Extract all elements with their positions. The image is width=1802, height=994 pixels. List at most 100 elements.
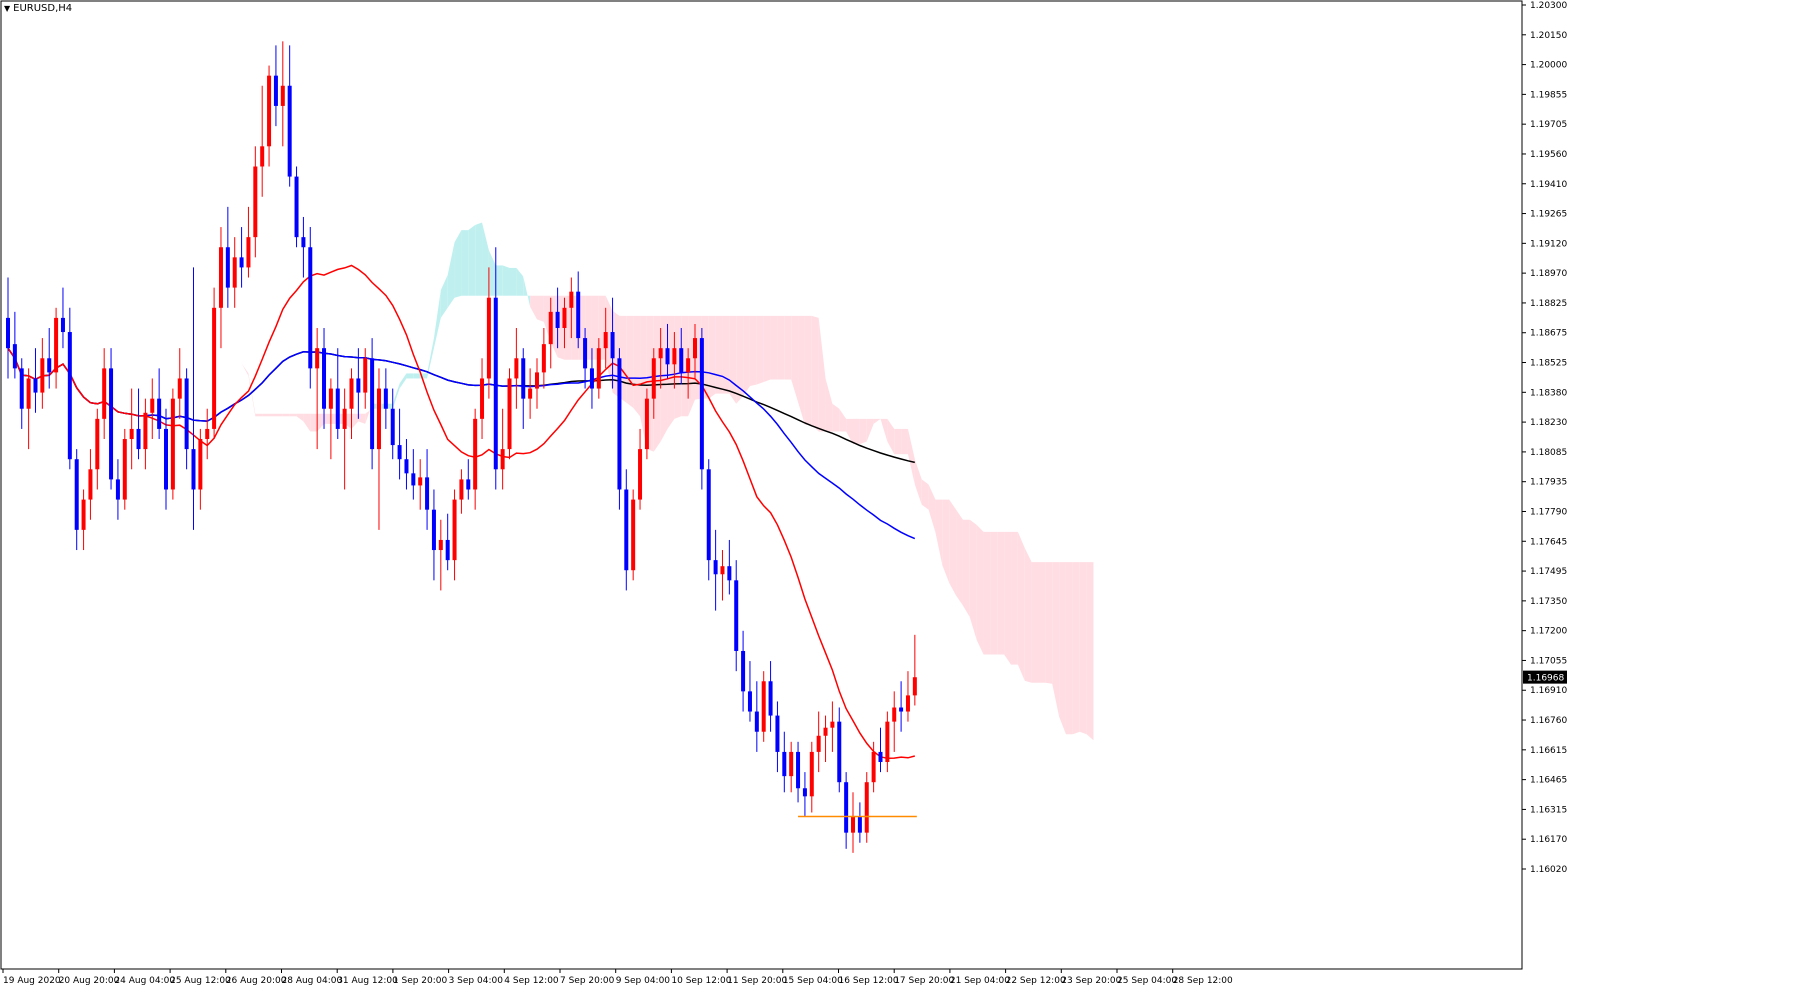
candle xyxy=(122,428,127,510)
candle xyxy=(328,378,333,460)
cloud-segment xyxy=(447,242,455,308)
cloud-segment xyxy=(667,315,675,429)
candle xyxy=(837,707,842,793)
candle xyxy=(205,408,210,460)
cloud-segment xyxy=(392,383,400,409)
candle xyxy=(452,489,457,581)
candle xyxy=(699,327,704,490)
cloud-segment xyxy=(715,315,723,394)
candle xyxy=(212,287,217,440)
candle xyxy=(521,348,526,429)
cloud-segment xyxy=(921,479,929,510)
candle xyxy=(576,271,581,349)
candle xyxy=(363,348,368,409)
candle xyxy=(342,388,347,490)
candle xyxy=(370,338,375,470)
candle xyxy=(534,358,539,409)
candle xyxy=(301,216,306,278)
candle xyxy=(912,634,917,706)
x-tick-label: 23 Sep 20:00 xyxy=(1061,976,1121,986)
cloud-segment xyxy=(324,413,331,424)
cloud-segment xyxy=(317,413,325,432)
cloud-segment xyxy=(866,418,874,442)
y-tick-label: 1.19120 xyxy=(1530,239,1567,249)
dropdown-arrow-icon[interactable]: ▼ xyxy=(4,3,11,13)
candle xyxy=(273,45,278,127)
candle xyxy=(741,630,746,712)
cloud-segment xyxy=(777,315,785,380)
cloud-segment xyxy=(468,225,476,296)
y-tick-label: 1.16465 xyxy=(1530,776,1567,786)
candle xyxy=(287,45,292,187)
candle xyxy=(816,711,821,773)
candle xyxy=(260,85,265,197)
candle xyxy=(871,741,876,793)
cloud-segment xyxy=(488,250,496,296)
cloud-segment xyxy=(241,363,249,376)
candle xyxy=(239,227,244,288)
candle xyxy=(658,327,663,389)
axes: 1.20300 1.20150 1.20000 1.19855 1.19705 1.195… xyxy=(0,0,1567,986)
candle xyxy=(693,323,697,379)
cloud-segment xyxy=(681,315,689,417)
cloud-segment xyxy=(784,315,792,380)
y-tick-label: 1.16760 xyxy=(1530,716,1567,726)
candle xyxy=(638,428,643,510)
cloud-segment xyxy=(358,413,366,424)
y-tick-label: 1.16910 xyxy=(1530,686,1567,696)
candle xyxy=(81,489,86,551)
candle xyxy=(170,388,175,500)
y-tick-label: 1.19560 xyxy=(1530,150,1567,160)
candle xyxy=(418,459,423,510)
y-tick-label: 1.17645 xyxy=(1530,537,1567,547)
ichimoku-cloud xyxy=(193,222,1094,741)
candle xyxy=(109,348,114,490)
x-tick-label: 17 Sep 20:00 xyxy=(894,976,954,986)
candle xyxy=(267,65,272,167)
cloud-segment xyxy=(1052,562,1060,717)
candle xyxy=(754,681,759,752)
candle xyxy=(253,146,258,258)
y-tick-label: 1.16020 xyxy=(1530,865,1567,875)
y-tick-label: 1.17935 xyxy=(1530,478,1567,488)
cloud-segment xyxy=(275,413,283,417)
cloud-segment xyxy=(736,315,744,404)
y-tick-label: 1.18825 xyxy=(1530,299,1567,309)
cloud-segment xyxy=(990,531,998,655)
x-tick-label: 25 Sep 04:00 xyxy=(1117,976,1177,986)
cloud-segment xyxy=(853,418,860,445)
cloud-segment xyxy=(255,413,263,417)
candle xyxy=(905,671,910,722)
candle xyxy=(789,741,794,793)
cloud-segment xyxy=(983,531,991,655)
candle xyxy=(198,428,203,510)
current-price-marker: 1.16968 xyxy=(1523,670,1567,684)
candle xyxy=(177,348,182,419)
cloud-segment xyxy=(956,509,963,606)
symbol-title[interactable]: ▼ EURUSD,H4 xyxy=(4,3,72,14)
cloud-segment xyxy=(846,418,854,445)
cloud-segment xyxy=(1038,562,1046,683)
candle xyxy=(617,348,622,510)
cloud-segment xyxy=(907,428,915,485)
cloud-segment xyxy=(818,317,826,432)
candle xyxy=(899,681,904,732)
candle xyxy=(356,348,361,419)
cloud-segment xyxy=(873,418,881,424)
candle xyxy=(569,277,574,339)
x-tick-label: 28 Aug 04:00 xyxy=(282,976,343,986)
cloud-segment xyxy=(399,373,407,389)
y-tick-label: 1.18675 xyxy=(1530,329,1567,339)
y-tick-label: 1.16615 xyxy=(1530,746,1567,756)
cloud-segment xyxy=(633,315,641,417)
candle xyxy=(892,691,897,752)
candle xyxy=(115,459,120,520)
y-tick-label: 1.17200 xyxy=(1530,627,1567,637)
candle xyxy=(583,327,588,389)
cloud-segment xyxy=(262,413,270,417)
cloud-segment xyxy=(832,403,840,432)
cloud-segment xyxy=(406,373,414,379)
